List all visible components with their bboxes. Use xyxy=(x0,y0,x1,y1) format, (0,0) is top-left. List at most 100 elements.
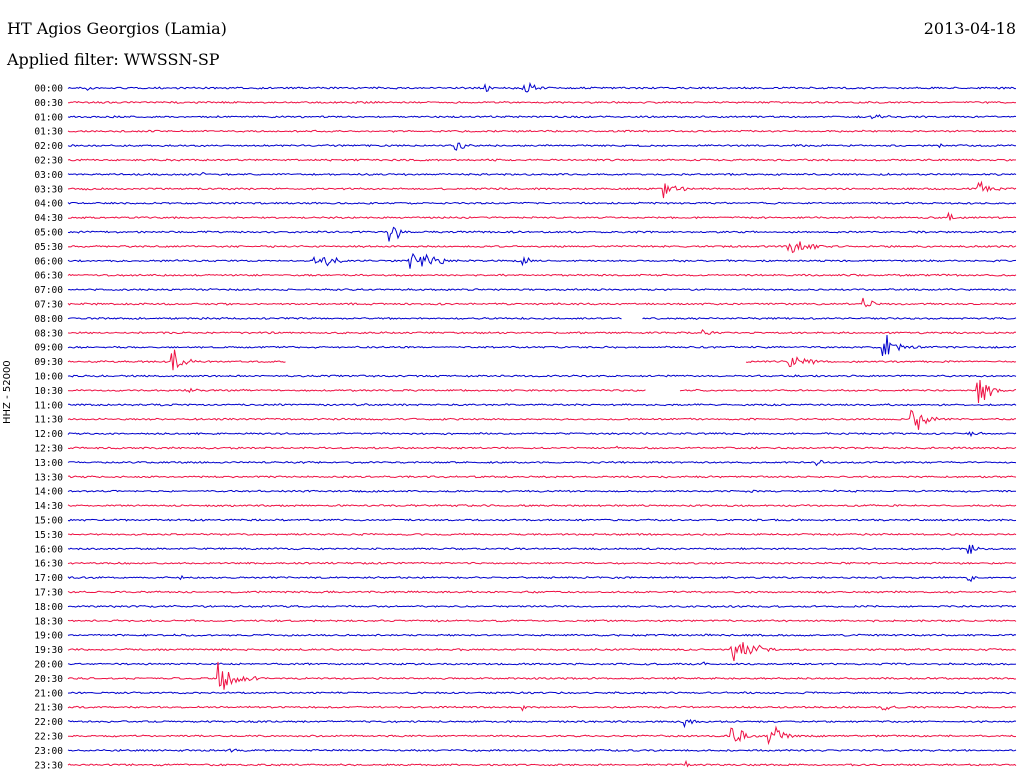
trace-line xyxy=(67,329,1017,335)
trace-line xyxy=(67,297,1017,308)
row-label: 10:30 xyxy=(34,386,63,397)
row-label: 23:00 xyxy=(34,746,63,757)
row-label: 15:30 xyxy=(34,530,63,541)
trace-line xyxy=(67,445,1017,450)
trace-line xyxy=(67,201,1017,205)
row-label: 10:00 xyxy=(34,372,63,383)
trace-line xyxy=(67,409,1017,430)
row-label: 22:30 xyxy=(34,732,63,743)
row-label: 02:30 xyxy=(34,156,63,167)
row-label: 05:00 xyxy=(34,228,63,239)
row-label: 17:30 xyxy=(34,588,63,599)
row-label: 01:00 xyxy=(34,112,63,123)
row-label: 20:30 xyxy=(34,674,63,685)
trace-line xyxy=(67,475,1017,479)
trace-line xyxy=(67,748,1017,753)
row-label: 13:00 xyxy=(34,458,63,469)
row-label: 14:30 xyxy=(34,501,63,512)
trace-line xyxy=(67,604,1017,608)
trace-line xyxy=(67,704,1017,712)
trace-line xyxy=(67,387,646,394)
row-label: 04:30 xyxy=(34,213,63,224)
trace-line xyxy=(67,114,1017,120)
trace-line xyxy=(67,459,1017,467)
row-label: 21:00 xyxy=(34,688,63,699)
row-label: 12:30 xyxy=(34,444,63,455)
trace-line xyxy=(67,619,1017,623)
trace-line xyxy=(745,356,1017,368)
trace-line xyxy=(67,431,1017,438)
trace-line xyxy=(68,725,1017,746)
row-label: 19:00 xyxy=(34,631,63,642)
row-label: 14:00 xyxy=(34,487,63,498)
row-label: 09:00 xyxy=(34,343,63,354)
trace-line xyxy=(67,241,1017,254)
trace-line xyxy=(67,518,1017,522)
trace-line xyxy=(67,661,1017,666)
trace-line xyxy=(67,316,622,321)
row-label: 11:30 xyxy=(34,415,63,426)
trace-line xyxy=(67,374,1017,378)
row-label: 11:00 xyxy=(34,400,63,411)
trace-line xyxy=(67,129,1017,133)
trace-line xyxy=(67,561,1017,565)
trace-line xyxy=(68,211,1017,221)
trace-line xyxy=(679,379,1017,404)
trace-line xyxy=(67,532,1017,537)
row-label: 02:00 xyxy=(34,141,63,152)
row-label: 15:00 xyxy=(34,516,63,527)
trace-line xyxy=(67,489,1017,493)
row-label: 08:00 xyxy=(34,314,63,325)
trace-line xyxy=(67,171,1017,177)
trace-line xyxy=(67,287,1017,292)
trace-line xyxy=(67,180,1017,199)
row-label: 07:00 xyxy=(34,285,63,296)
row-label: 22:00 xyxy=(34,717,63,728)
trace-line xyxy=(67,661,1017,690)
trace-line xyxy=(67,142,1017,151)
trace-line xyxy=(67,590,1017,594)
row-label: 06:30 xyxy=(34,271,63,282)
trace-line xyxy=(67,100,1017,105)
trace-line xyxy=(67,158,1017,162)
trace-line xyxy=(642,316,1017,320)
row-label: 00:00 xyxy=(34,84,63,95)
row-label: 09:30 xyxy=(34,357,63,368)
row-label: 16:30 xyxy=(34,559,63,570)
row-label: 23:30 xyxy=(34,760,63,771)
filter-label: Applied filter: WWSSN-SP xyxy=(7,50,220,69)
row-label: 05:30 xyxy=(34,242,63,253)
row-label: 21:30 xyxy=(34,703,63,714)
station-title: HT Agios Georgios (Lamia) xyxy=(7,19,227,38)
row-label: 12:00 xyxy=(34,429,63,440)
row-label: 03:00 xyxy=(34,170,63,181)
row-label: 17:00 xyxy=(34,573,63,584)
trace-line xyxy=(67,759,1017,768)
trace-line xyxy=(67,334,1017,356)
row-label: 07:30 xyxy=(34,300,63,311)
row-label: 08:30 xyxy=(34,328,63,339)
trace-line xyxy=(67,504,1017,508)
trace-line xyxy=(67,574,1017,583)
row-label: 13:30 xyxy=(34,472,63,483)
row-label: 01:30 xyxy=(34,127,63,138)
trace-line xyxy=(67,544,1017,554)
trace-line xyxy=(67,349,286,371)
trace-line xyxy=(67,273,1017,277)
trace-line xyxy=(67,642,1017,662)
row-label: 16:00 xyxy=(34,544,63,555)
trace-line xyxy=(67,691,1017,695)
row-label: 18:30 xyxy=(34,616,63,627)
row-label: 06:00 xyxy=(34,256,63,267)
trace-line xyxy=(67,226,1017,242)
row-label: 04:00 xyxy=(34,199,63,210)
trace-line xyxy=(67,81,1016,93)
record-date: 2013-04-18 xyxy=(923,19,1016,38)
row-label: 20:00 xyxy=(34,660,63,671)
trace-line xyxy=(67,633,1017,637)
row-label: 19:30 xyxy=(34,645,63,656)
trace-line xyxy=(67,718,1017,729)
row-label: 18:00 xyxy=(34,602,63,613)
row-label: 03:30 xyxy=(34,184,63,195)
